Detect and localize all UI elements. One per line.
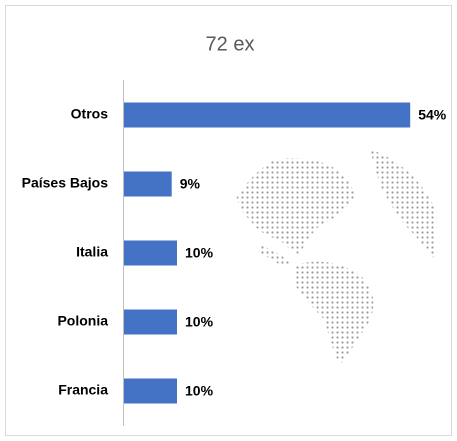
category-label: Italia xyxy=(76,244,108,260)
value-label: 10% xyxy=(185,383,214,399)
chart-title: 72 ex xyxy=(206,33,255,55)
value-label: 9% xyxy=(180,176,201,192)
bar xyxy=(124,378,177,404)
category-label: Otros xyxy=(71,106,109,122)
value-label: 10% xyxy=(185,245,214,261)
category-label: Países Bajos xyxy=(22,175,109,191)
value-label: 54% xyxy=(418,107,447,123)
bar xyxy=(124,171,172,197)
chart-border xyxy=(5,5,452,436)
bar xyxy=(124,309,177,335)
bar xyxy=(124,102,411,128)
bar xyxy=(124,240,177,266)
value-label: 10% xyxy=(185,314,214,330)
category-label: Francia xyxy=(58,382,108,398)
globe-decoration xyxy=(235,150,437,365)
category-label: Polonia xyxy=(57,313,108,329)
